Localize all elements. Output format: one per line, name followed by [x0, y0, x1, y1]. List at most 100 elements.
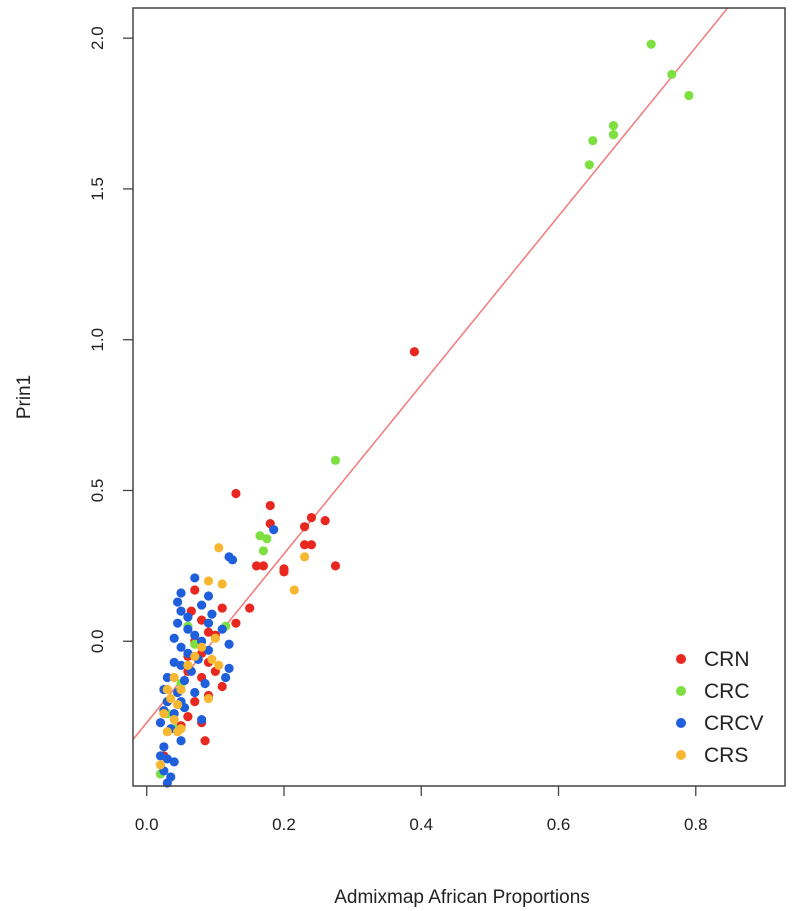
point-crs: [214, 660, 224, 670]
point-crn: [299, 540, 310, 550]
point-crn: [203, 627, 214, 637]
point-crcv: [227, 555, 238, 565]
point-crn: [299, 522, 310, 532]
point-crcv: [217, 624, 227, 634]
point-crs: [159, 709, 169, 719]
point-crs: [155, 760, 166, 770]
point-crn: [306, 540, 317, 550]
point-crc: [584, 160, 595, 170]
point-crc: [255, 531, 265, 541]
point-crs: [203, 576, 214, 586]
point-crcv: [155, 718, 166, 728]
point-crn: [306, 513, 317, 523]
point-crs: [162, 727, 172, 737]
point-crcv: [162, 672, 172, 683]
x-tick-label: 0.0: [135, 815, 159, 834]
point-crcv: [224, 663, 234, 673]
point-crcv: [173, 597, 183, 607]
point-crcv: [179, 702, 190, 713]
point-crn: [231, 618, 241, 628]
point-crs: [197, 642, 207, 652]
x-tick-label: 0.6: [547, 815, 571, 834]
point-crs: [190, 651, 200, 661]
point-crcv: [176, 606, 186, 616]
point-crcv: [224, 639, 234, 649]
point-crcv: [162, 754, 172, 764]
point-crcv: [173, 618, 183, 628]
x-tick-label: 0.8: [684, 815, 708, 834]
legend-label-crc: CRC: [704, 680, 750, 703]
x-tick-label: 0.2: [272, 815, 296, 834]
legend-marker-crc: [676, 686, 686, 696]
point-crs: [176, 684, 186, 695]
point-crcv: [221, 672, 231, 683]
point-crc: [262, 534, 272, 544]
y-tick-label: 0.5: [88, 479, 107, 503]
point-crcv: [197, 715, 207, 725]
point-crcv: [179, 675, 190, 686]
point-crs: [169, 672, 179, 683]
point-crcv: [190, 687, 200, 698]
point-crs: [173, 727, 183, 737]
y-axis: 0.0 0.5 1.0 1.5 2.0: [88, 26, 133, 653]
point-crcv: [203, 645, 214, 655]
point-crs: [166, 693, 176, 704]
point-crs: [162, 684, 172, 695]
point-crn: [183, 712, 193, 722]
point-crcv: [190, 573, 200, 583]
legend-marker-crcv: [676, 718, 686, 728]
point-crcv: [159, 742, 169, 752]
point-crn: [409, 347, 419, 357]
point-crn: [217, 603, 227, 613]
point-crn: [217, 681, 227, 692]
point-crn: [265, 500, 275, 511]
point-crc: [190, 639, 200, 649]
point-crcv: [176, 642, 186, 652]
point-crc: [588, 136, 598, 146]
y-tick-label: 1.0: [88, 328, 107, 352]
point-crn: [197, 615, 207, 625]
point-crcv: [169, 633, 179, 643]
legend-marker-crs: [676, 750, 686, 760]
y-axis-title: Prin1: [14, 375, 35, 419]
point-crs: [214, 543, 224, 553]
point-crs: [203, 693, 214, 704]
legend-label-crn: CRN: [704, 648, 750, 671]
points-group: [155, 39, 694, 788]
x-tick-label: 0.4: [409, 815, 433, 834]
point-crn: [330, 561, 341, 571]
point-crcv: [176, 736, 186, 746]
point-crs: [207, 654, 217, 664]
y-tick-label: 2.0: [88, 26, 107, 50]
point-crs: [217, 579, 227, 589]
fit-line-group: [132, 7, 729, 741]
legend-label-crcv: CRCV: [704, 712, 764, 735]
x-axis: 0.0 0.2 0.4 0.6 0.8: [135, 786, 708, 834]
legend: CRN CRC CRCV CRS: [676, 648, 764, 767]
point-crn: [231, 488, 241, 499]
point-crc: [684, 90, 694, 101]
point-crc: [330, 455, 341, 465]
legend-marker-crn: [676, 654, 686, 664]
point-crs: [173, 699, 183, 710]
point-crcv: [207, 609, 217, 619]
point-crs: [210, 633, 220, 643]
point-crcv: [169, 757, 179, 767]
point-crn: [320, 516, 330, 526]
point-crn: [190, 696, 200, 707]
point-crn: [245, 603, 255, 613]
y-tick-label: 1.5: [88, 177, 107, 201]
point-crc: [258, 546, 268, 556]
point-crn: [258, 561, 268, 571]
point-crc: [667, 69, 677, 79]
point-crn: [200, 736, 210, 746]
point-crcv: [197, 600, 207, 610]
point-crcv: [203, 591, 214, 601]
point-crs: [169, 715, 179, 725]
point-crcv: [269, 525, 279, 535]
point-crcv: [183, 624, 193, 634]
point-crcv: [183, 648, 193, 658]
point-crcv: [183, 612, 193, 622]
regression-line: [132, 7, 729, 741]
